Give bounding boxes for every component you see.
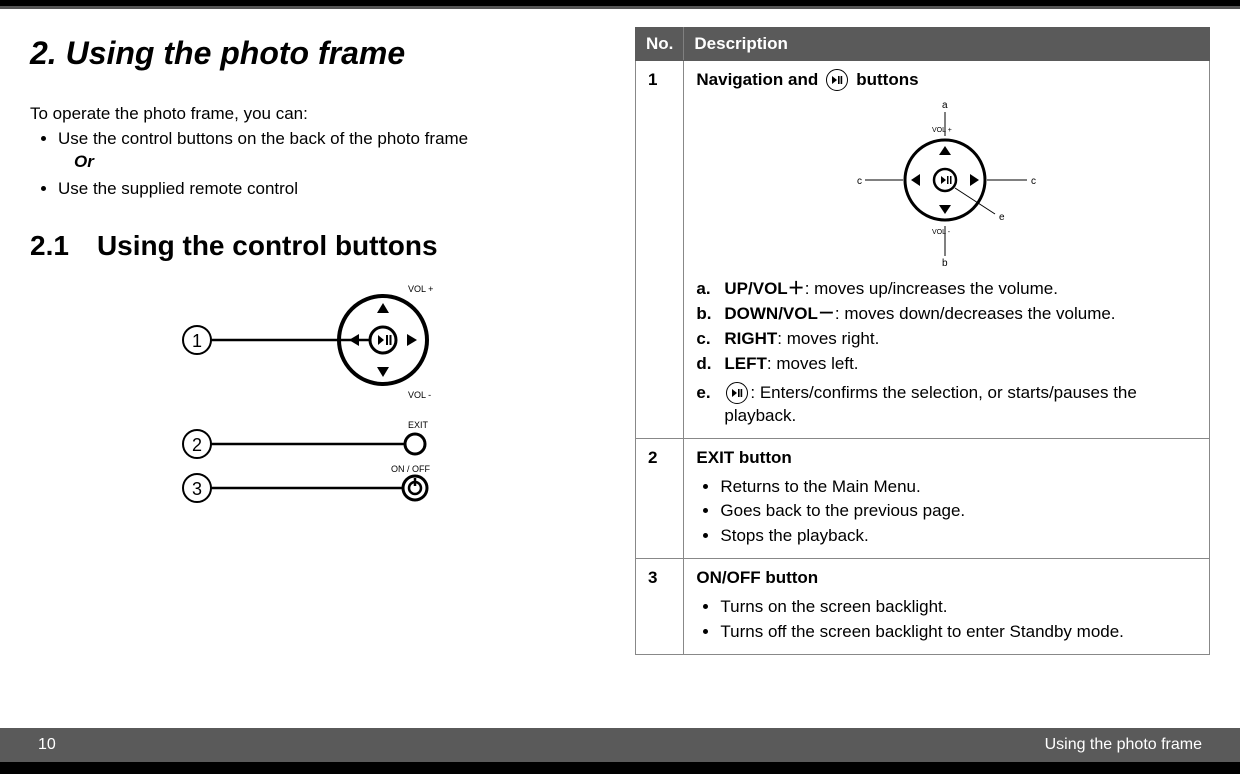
label-on-off: ON / OFF <box>391 464 430 474</box>
navigation-diagram: a VOL + <box>847 98 1047 268</box>
table-row: 2 EXIT button Returns to the Main Menu. … <box>636 438 1210 559</box>
row-description: ON/OFF button Turns on the screen backli… <box>684 559 1210 655</box>
row-description: Navigation and buttons a VOL + <box>684 61 1210 439</box>
nav-label-b: b <box>942 258 948 268</box>
play-pause-icon <box>726 382 748 404</box>
list-item: Turns on the screen backlight. <box>720 596 1197 619</box>
row-description: EXIT button Returns to the Main Menu. Go… <box>684 438 1210 559</box>
section-number: 2.1 <box>30 229 69 263</box>
label-vol-plus: VOL + <box>408 284 433 294</box>
nav-label-a: a <box>942 100 948 111</box>
nav-label-e: e <box>999 212 1005 223</box>
row-number: 2 <box>636 438 684 559</box>
figure-number-3: 3 <box>192 479 202 499</box>
section-heading: 2.1 Using the control buttons <box>30 229 605 263</box>
list-item: Returns to the Main Menu. <box>720 476 1197 499</box>
chapter-title: 2. Using the photo frame <box>30 35 605 72</box>
figure-number-1: 1 <box>192 331 202 351</box>
page-number: 10 <box>38 736 56 754</box>
or-label: Or <box>58 151 605 174</box>
letter-item: a.UP/VOL＋: moves up/increases the volume… <box>696 278 1197 301</box>
intro-text: To operate the photo frame, you can: <box>30 104 605 124</box>
list-item: Stops the playback. <box>720 525 1197 548</box>
figure-control-buttons: VOL + VOL - 1 EXIT <box>30 280 605 520</box>
page-footer: 10 Using the photo frame <box>0 728 1240 762</box>
footer-title: Using the photo frame <box>1045 736 1202 754</box>
letter-item: b.DOWN/VOL－: moves down/decreases the vo… <box>696 303 1197 326</box>
row-number: 1 <box>636 61 684 439</box>
label-exit: EXIT <box>408 420 429 430</box>
nav-label-c-right: c <box>1031 176 1036 187</box>
description-table: No. Description 1 Navigation and buttons <box>635 27 1210 655</box>
bullet-list: Returns to the Main Menu. Goes back to t… <box>696 476 1197 549</box>
table-row: 1 Navigation and buttons a <box>636 61 1210 439</box>
page-body: 2. Using the photo frame To operate the … <box>0 6 1240 728</box>
figure-number-2: 2 <box>192 435 202 455</box>
play-pause-icon <box>826 69 848 91</box>
nav-label-c-left: c <box>857 176 862 187</box>
letter-item: e.: Enters/confirms the selection, or st… <box>696 382 1197 428</box>
label-vol-minus: VOL - <box>408 390 431 400</box>
section-title: Using the control buttons <box>97 230 438 261</box>
bullet-list: Turns on the screen backlight. Turns off… <box>696 596 1197 644</box>
right-column: No. Description 1 Navigation and buttons <box>635 9 1210 728</box>
letter-item: c.RIGHT: moves right. <box>696 328 1197 351</box>
bottom-border <box>0 762 1240 774</box>
letter-list: a.UP/VOL＋: moves up/increases the volume… <box>696 278 1197 428</box>
left-column: 2. Using the photo frame To operate the … <box>30 9 605 728</box>
nav-diagram-wrap: a VOL + <box>696 98 1197 268</box>
table-header-desc: Description <box>684 28 1210 61</box>
list-item: Goes back to the previous page. <box>720 500 1197 523</box>
letter-item: d.LEFT: moves left. <box>696 353 1197 376</box>
list-item-text: Use the control buttons on the back of t… <box>58 129 468 148</box>
list-item: Use the supplied remote control <box>58 178 605 201</box>
row-title-prefix: Navigation and <box>696 69 818 92</box>
table-header-no: No. <box>636 28 684 61</box>
table-row: 3 ON/OFF button Turns on the screen back… <box>636 559 1210 655</box>
control-buttons-diagram: VOL + VOL - 1 EXIT <box>153 280 483 520</box>
row-title: EXIT button <box>696 447 1197 470</box>
list-item: Turns off the screen backlight to enter … <box>720 621 1197 644</box>
row-title: Navigation and buttons <box>696 69 1197 92</box>
list-item: Use the control buttons on the back of t… <box>58 128 605 174</box>
row-title: ON/OFF button <box>696 567 1197 590</box>
row-number: 3 <box>636 559 684 655</box>
intro-list: Use the control buttons on the back of t… <box>30 128 605 201</box>
nav-label-volp: VOL + <box>932 127 952 134</box>
row-title-suffix: buttons <box>856 69 918 92</box>
nav-label-volm: VOL - <box>932 229 951 236</box>
